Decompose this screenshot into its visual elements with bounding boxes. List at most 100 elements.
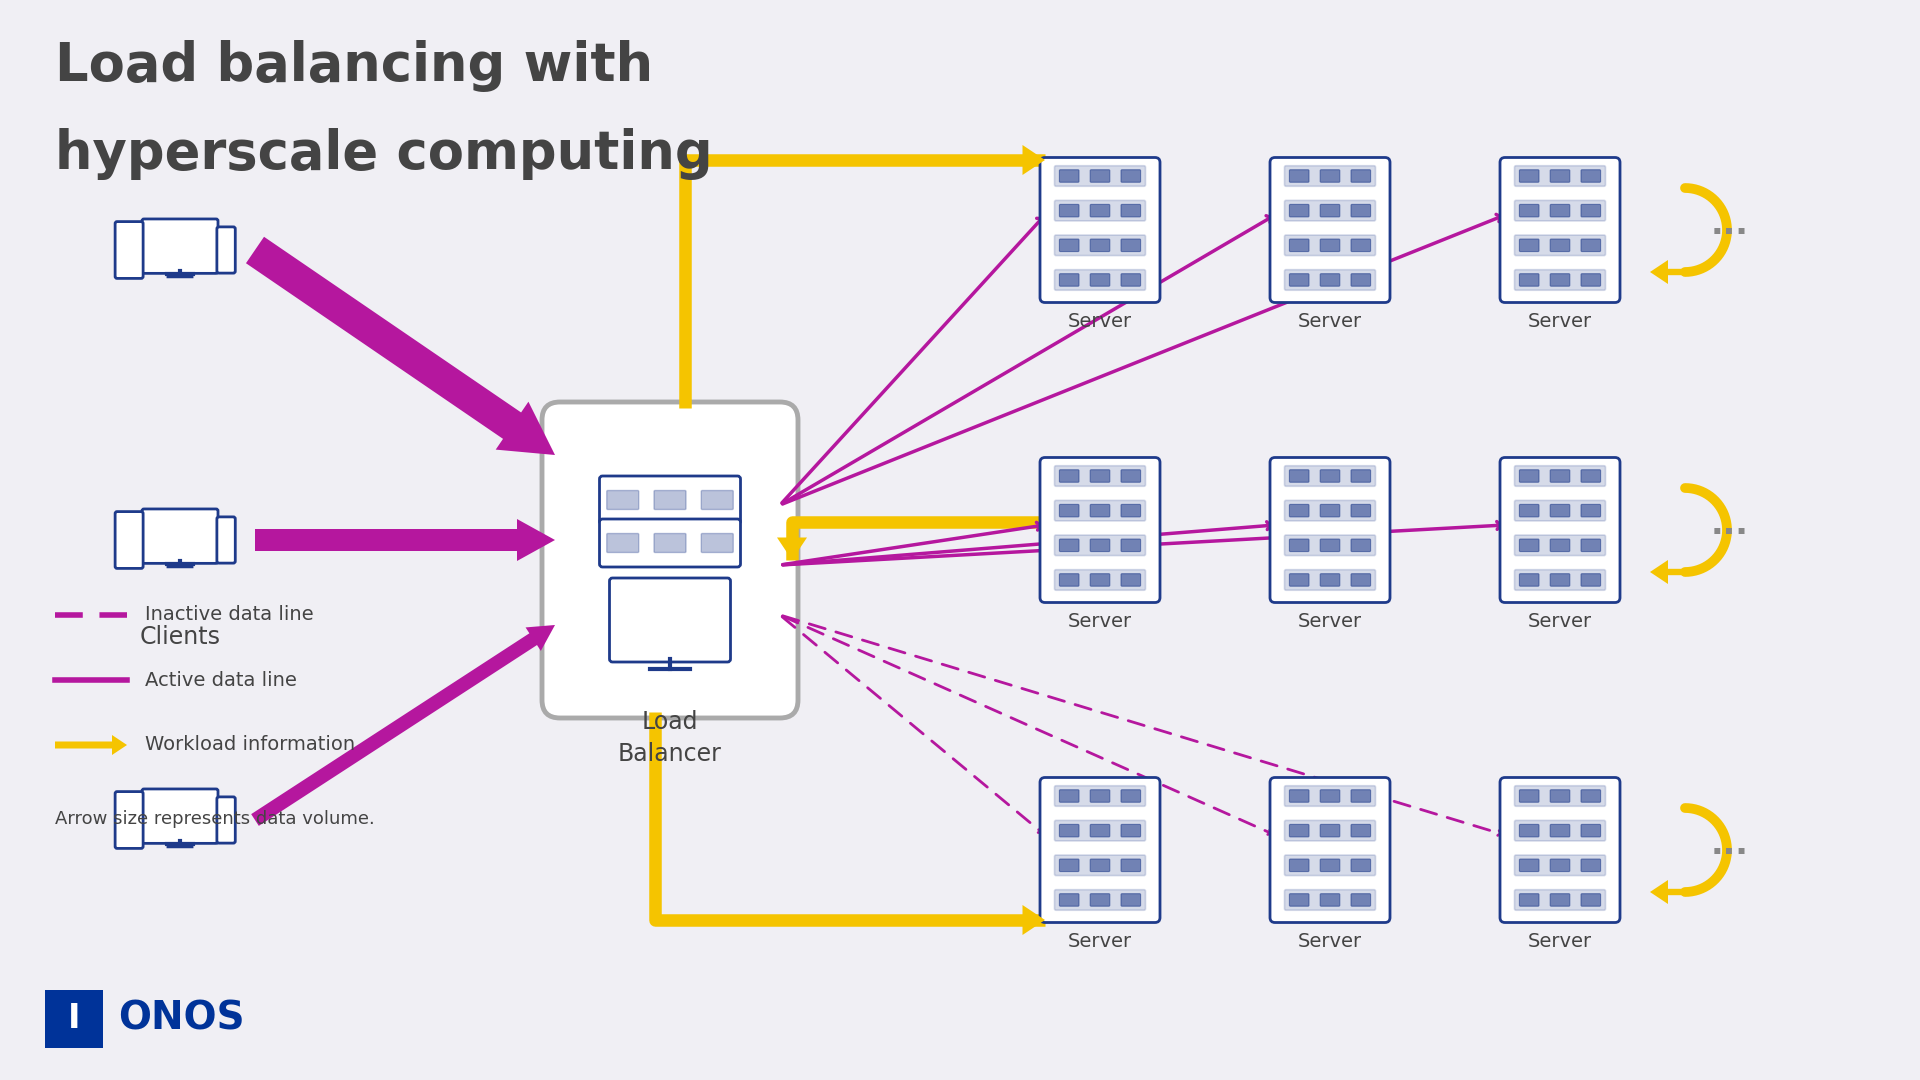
FancyBboxPatch shape [1284, 855, 1375, 876]
Text: Server: Server [1298, 312, 1361, 330]
FancyBboxPatch shape [1580, 170, 1601, 183]
FancyBboxPatch shape [1519, 504, 1540, 517]
FancyBboxPatch shape [217, 517, 236, 563]
FancyBboxPatch shape [115, 221, 144, 279]
FancyBboxPatch shape [1091, 504, 1110, 517]
FancyBboxPatch shape [1060, 504, 1079, 517]
FancyBboxPatch shape [1549, 539, 1571, 552]
FancyBboxPatch shape [1352, 204, 1371, 217]
FancyBboxPatch shape [1121, 859, 1140, 872]
FancyBboxPatch shape [1549, 204, 1571, 217]
FancyBboxPatch shape [1290, 504, 1309, 517]
Text: ...: ... [1711, 509, 1749, 541]
FancyBboxPatch shape [1549, 859, 1571, 872]
FancyBboxPatch shape [1549, 789, 1571, 802]
FancyBboxPatch shape [1549, 573, 1571, 586]
FancyBboxPatch shape [167, 274, 194, 279]
FancyBboxPatch shape [1580, 893, 1601, 906]
FancyBboxPatch shape [1269, 158, 1390, 302]
Text: ONOS: ONOS [117, 1000, 244, 1038]
FancyBboxPatch shape [167, 564, 194, 568]
FancyBboxPatch shape [1321, 573, 1340, 586]
FancyBboxPatch shape [1121, 504, 1140, 517]
FancyBboxPatch shape [1054, 855, 1146, 876]
FancyBboxPatch shape [1321, 859, 1340, 872]
FancyBboxPatch shape [1515, 786, 1605, 807]
FancyBboxPatch shape [1284, 500, 1375, 521]
FancyBboxPatch shape [1500, 778, 1620, 922]
FancyBboxPatch shape [1290, 273, 1309, 286]
FancyBboxPatch shape [1091, 824, 1110, 837]
FancyBboxPatch shape [1352, 859, 1371, 872]
FancyBboxPatch shape [1060, 170, 1079, 183]
FancyBboxPatch shape [1515, 890, 1605, 910]
FancyBboxPatch shape [1091, 539, 1110, 552]
FancyBboxPatch shape [1060, 789, 1079, 802]
FancyBboxPatch shape [655, 534, 685, 553]
FancyBboxPatch shape [1121, 893, 1140, 906]
Text: Server: Server [1528, 612, 1592, 631]
FancyBboxPatch shape [1284, 465, 1375, 486]
FancyBboxPatch shape [217, 227, 236, 273]
FancyBboxPatch shape [1321, 273, 1340, 286]
Text: Server: Server [1298, 932, 1361, 951]
FancyBboxPatch shape [1519, 893, 1540, 906]
FancyBboxPatch shape [1549, 504, 1571, 517]
FancyBboxPatch shape [1321, 470, 1340, 483]
FancyBboxPatch shape [607, 490, 639, 510]
FancyBboxPatch shape [599, 476, 741, 524]
FancyArrow shape [1649, 260, 1690, 284]
FancyBboxPatch shape [1290, 204, 1309, 217]
FancyBboxPatch shape [1580, 573, 1601, 586]
FancyBboxPatch shape [1352, 470, 1371, 483]
FancyBboxPatch shape [1091, 789, 1110, 802]
FancyBboxPatch shape [115, 792, 144, 849]
Text: ...: ... [1711, 828, 1749, 862]
FancyBboxPatch shape [1121, 273, 1140, 286]
FancyBboxPatch shape [1121, 470, 1140, 483]
FancyBboxPatch shape [1549, 470, 1571, 483]
FancyBboxPatch shape [1121, 573, 1140, 586]
Text: Load
Balancer: Load Balancer [618, 710, 722, 766]
FancyBboxPatch shape [1284, 890, 1375, 910]
FancyBboxPatch shape [541, 402, 799, 718]
FancyBboxPatch shape [1519, 273, 1540, 286]
FancyBboxPatch shape [1284, 165, 1375, 186]
FancyBboxPatch shape [1321, 170, 1340, 183]
FancyArrow shape [685, 145, 1044, 175]
FancyArrow shape [56, 735, 127, 755]
FancyBboxPatch shape [1519, 170, 1540, 183]
FancyBboxPatch shape [1054, 786, 1146, 807]
FancyBboxPatch shape [1290, 239, 1309, 252]
Text: Server: Server [1068, 312, 1133, 330]
FancyBboxPatch shape [1515, 270, 1605, 291]
FancyBboxPatch shape [1549, 824, 1571, 837]
FancyBboxPatch shape [1519, 539, 1540, 552]
FancyBboxPatch shape [1515, 235, 1605, 256]
FancyBboxPatch shape [1580, 273, 1601, 286]
FancyBboxPatch shape [1515, 569, 1605, 591]
FancyBboxPatch shape [1515, 500, 1605, 521]
FancyBboxPatch shape [1321, 539, 1340, 552]
FancyBboxPatch shape [1054, 821, 1146, 841]
FancyBboxPatch shape [1580, 859, 1601, 872]
FancyBboxPatch shape [1352, 789, 1371, 802]
FancyArrow shape [252, 625, 555, 826]
FancyBboxPatch shape [1060, 273, 1079, 286]
FancyBboxPatch shape [115, 512, 144, 568]
Text: Active data line: Active data line [146, 671, 298, 689]
FancyBboxPatch shape [1091, 470, 1110, 483]
FancyBboxPatch shape [1352, 239, 1371, 252]
FancyBboxPatch shape [1549, 893, 1571, 906]
FancyBboxPatch shape [142, 219, 219, 273]
FancyBboxPatch shape [1121, 539, 1140, 552]
Text: Load balancing with: Load balancing with [56, 40, 653, 92]
FancyBboxPatch shape [1580, 504, 1601, 517]
FancyBboxPatch shape [1321, 893, 1340, 906]
FancyBboxPatch shape [1054, 201, 1146, 221]
FancyBboxPatch shape [1519, 789, 1540, 802]
FancyBboxPatch shape [1060, 539, 1079, 552]
Text: Server: Server [1298, 612, 1361, 631]
FancyBboxPatch shape [1321, 504, 1340, 517]
FancyBboxPatch shape [1054, 500, 1146, 521]
